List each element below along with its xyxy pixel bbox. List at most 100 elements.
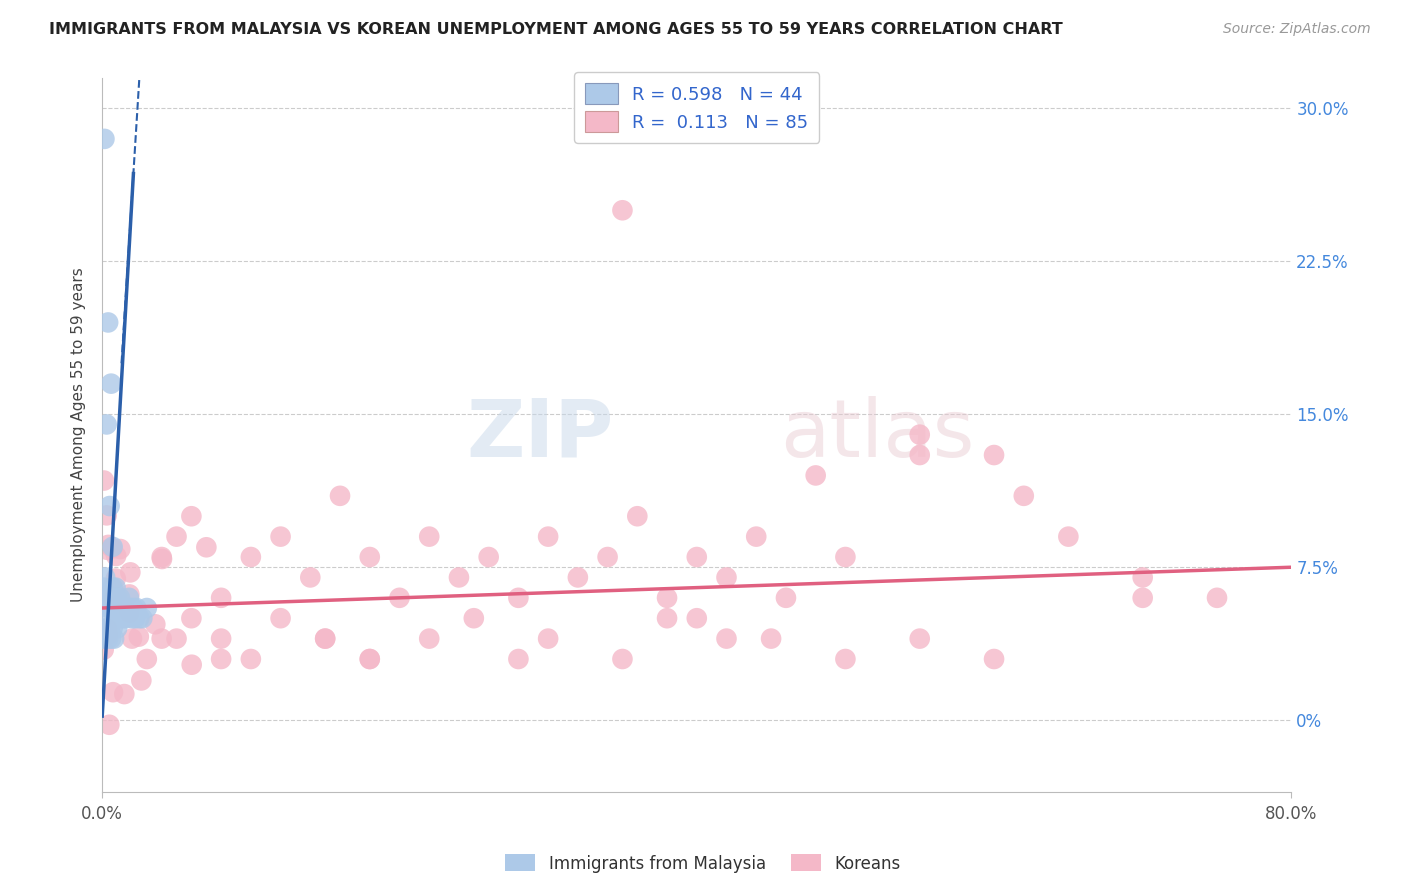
Point <box>270 611 292 625</box>
Point <box>101 685 124 699</box>
Point <box>745 530 768 544</box>
Point <box>115 611 138 625</box>
Point <box>118 591 141 605</box>
Point <box>834 652 856 666</box>
Text: IMMIGRANTS FROM MALAYSIA VS KOREAN UNEMPLOYMENT AMONG AGES 55 TO 59 YEARS CORREL: IMMIGRANTS FROM MALAYSIA VS KOREAN UNEMP… <box>49 22 1063 37</box>
Point <box>93 474 115 488</box>
Point <box>105 591 128 605</box>
Point <box>117 601 139 615</box>
Point <box>239 549 262 564</box>
Point <box>716 632 738 646</box>
Point <box>1012 489 1035 503</box>
Point <box>94 621 117 635</box>
Text: Source: ZipAtlas.com: Source: ZipAtlas.com <box>1223 22 1371 37</box>
Point <box>270 530 292 544</box>
Point <box>131 673 153 688</box>
Point <box>100 376 122 391</box>
Point <box>101 541 124 556</box>
Point <box>1057 530 1080 544</box>
Point <box>108 592 131 607</box>
Point <box>96 508 118 523</box>
Point <box>166 632 188 646</box>
Point <box>209 591 232 605</box>
Y-axis label: Unemployment Among Ages 55 to 59 years: Unemployment Among Ages 55 to 59 years <box>72 268 86 602</box>
Point <box>686 611 709 625</box>
Legend: Immigrants from Malaysia, Koreans: Immigrants from Malaysia, Koreans <box>499 847 907 880</box>
Point <box>508 591 530 605</box>
Point <box>96 611 118 625</box>
Point <box>93 132 115 146</box>
Point <box>96 621 118 635</box>
Point <box>908 427 931 442</box>
Point <box>120 601 142 615</box>
Point <box>655 591 678 605</box>
Point <box>908 448 931 462</box>
Point <box>508 652 530 666</box>
Point <box>97 538 120 552</box>
Point <box>103 591 125 605</box>
Point <box>103 632 125 646</box>
Point <box>209 652 232 666</box>
Point <box>101 540 124 554</box>
Point <box>626 509 648 524</box>
Point <box>150 552 173 566</box>
Legend: R = 0.598   N = 44, R =  0.113   N = 85: R = 0.598 N = 44, R = 0.113 N = 85 <box>575 72 820 143</box>
Point <box>111 611 134 625</box>
Text: ZIP: ZIP <box>467 396 613 474</box>
Point <box>329 489 352 503</box>
Point <box>107 601 129 615</box>
Point <box>775 591 797 605</box>
Point <box>537 530 560 544</box>
Point <box>96 417 118 432</box>
Point <box>124 611 146 625</box>
Point <box>180 509 202 524</box>
Point <box>166 530 188 544</box>
Point <box>128 630 150 644</box>
Point <box>101 581 124 595</box>
Point <box>125 601 148 615</box>
Point <box>98 621 121 635</box>
Point <box>97 628 120 642</box>
Point <box>96 591 118 605</box>
Point <box>97 315 120 329</box>
Point <box>112 687 135 701</box>
Point <box>359 652 381 666</box>
Point <box>463 611 485 625</box>
Point <box>121 632 143 646</box>
Point <box>1132 570 1154 584</box>
Point <box>135 652 157 666</box>
Point <box>122 601 145 615</box>
Point <box>100 632 122 646</box>
Point <box>101 592 124 607</box>
Point <box>98 718 121 732</box>
Point <box>93 632 115 646</box>
Point <box>612 203 634 218</box>
Point <box>388 591 411 605</box>
Point <box>98 499 121 513</box>
Point <box>804 468 827 483</box>
Point <box>128 611 150 625</box>
Point <box>314 632 336 646</box>
Point <box>567 570 589 584</box>
Point <box>239 652 262 666</box>
Point <box>100 601 122 615</box>
Point <box>180 657 202 672</box>
Text: atlas: atlas <box>780 396 974 474</box>
Point <box>110 601 132 615</box>
Point <box>759 632 782 646</box>
Point <box>612 652 634 666</box>
Point <box>94 570 117 584</box>
Point <box>447 570 470 584</box>
Point <box>131 611 153 625</box>
Point <box>195 541 218 555</box>
Point <box>105 549 128 563</box>
Point <box>110 542 132 557</box>
Point <box>983 448 1005 462</box>
Point <box>180 611 202 625</box>
Point <box>101 621 124 635</box>
Point <box>359 549 381 564</box>
Point <box>120 566 142 580</box>
Point <box>209 632 232 646</box>
Point <box>150 632 173 646</box>
Point <box>150 549 173 564</box>
